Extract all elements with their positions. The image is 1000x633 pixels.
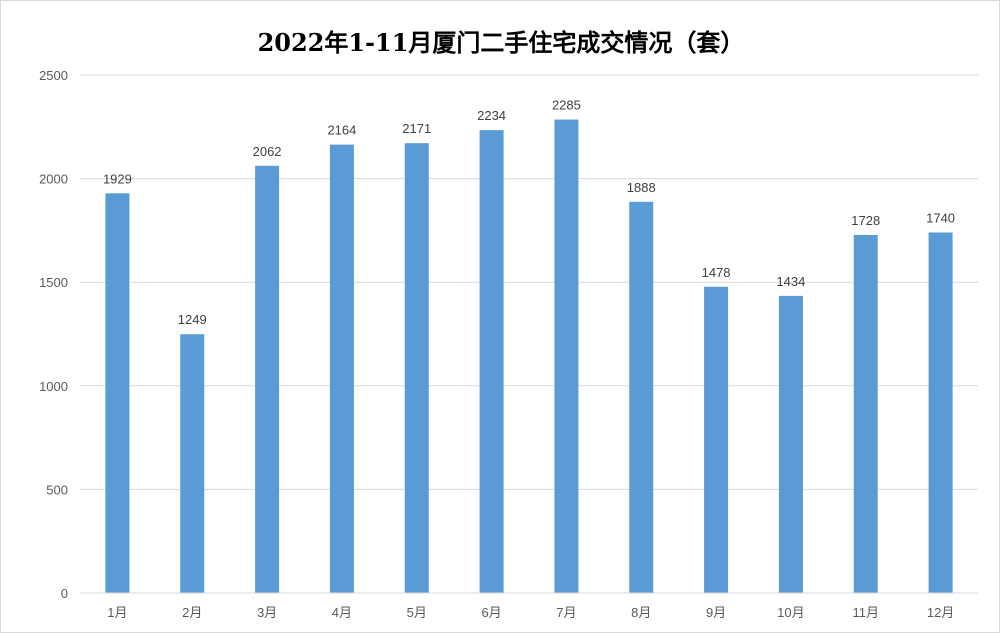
bars <box>105 119 953 594</box>
data-label: 1728 <box>851 213 880 228</box>
data-labels: 1929 1249 2062 2164 2171 2234 2285 1888 1478 1434… <box>103 98 955 328</box>
bar <box>778 295 803 593</box>
bar <box>404 143 429 593</box>
x-tick-label: 9月 <box>706 605 726 620</box>
x-axis-ticks: 1月 2月 3月 4月 5月 6月 7月 8月 9月 10月 11月 12月 <box>107 605 954 620</box>
x-tick-label: 5月 <box>407 605 427 620</box>
data-label: 2285 <box>552 98 581 113</box>
data-label: 1888 <box>627 180 656 195</box>
bar <box>255 165 280 593</box>
y-tick-label: 2500 <box>39 68 68 83</box>
data-label: 1740 <box>926 210 955 225</box>
data-label: 1929 <box>103 171 132 186</box>
bar <box>554 119 579 593</box>
bar <box>928 232 953 594</box>
bar <box>629 201 654 593</box>
x-tick-label: 3月 <box>257 605 277 620</box>
x-tick-label: 12月 <box>927 605 954 620</box>
y-tick-label: 1500 <box>39 275 68 290</box>
bar <box>853 234 878 593</box>
bar <box>105 193 130 593</box>
bar <box>479 130 504 593</box>
x-tick-label: 10月 <box>777 605 804 620</box>
x-tick-label: 8月 <box>631 605 651 620</box>
data-label: 2234 <box>477 108 506 123</box>
y-tick-label: 500 <box>46 482 68 497</box>
y-axis-ticks: 0 500 1000 1500 2000 2500 <box>39 68 68 601</box>
y-tick-label: 0 <box>61 586 68 601</box>
data-label: 2171 <box>402 121 431 136</box>
bar <box>180 334 205 593</box>
data-label: 2062 <box>253 144 282 159</box>
chart-title: 2022年1-11月厦门二手住宅成交情况（套） <box>257 28 745 57</box>
bar <box>704 286 729 593</box>
bar <box>329 144 354 593</box>
x-tick-label: 2月 <box>182 605 202 620</box>
data-label: 1434 <box>776 274 805 289</box>
y-tick-label: 2000 <box>39 172 68 187</box>
x-tick-label: 6月 <box>481 605 501 620</box>
data-label: 1478 <box>702 265 731 280</box>
x-tick-label: 11月 <box>853 605 880 620</box>
x-tick-label: 4月 <box>332 605 352 620</box>
gridlines <box>80 74 978 490</box>
data-label: 1249 <box>178 312 207 327</box>
y-tick-label: 1000 <box>39 379 68 394</box>
data-label: 2164 <box>327 123 356 138</box>
x-tick-label: 1月 <box>107 605 127 620</box>
x-tick-label: 7月 <box>556 605 576 620</box>
